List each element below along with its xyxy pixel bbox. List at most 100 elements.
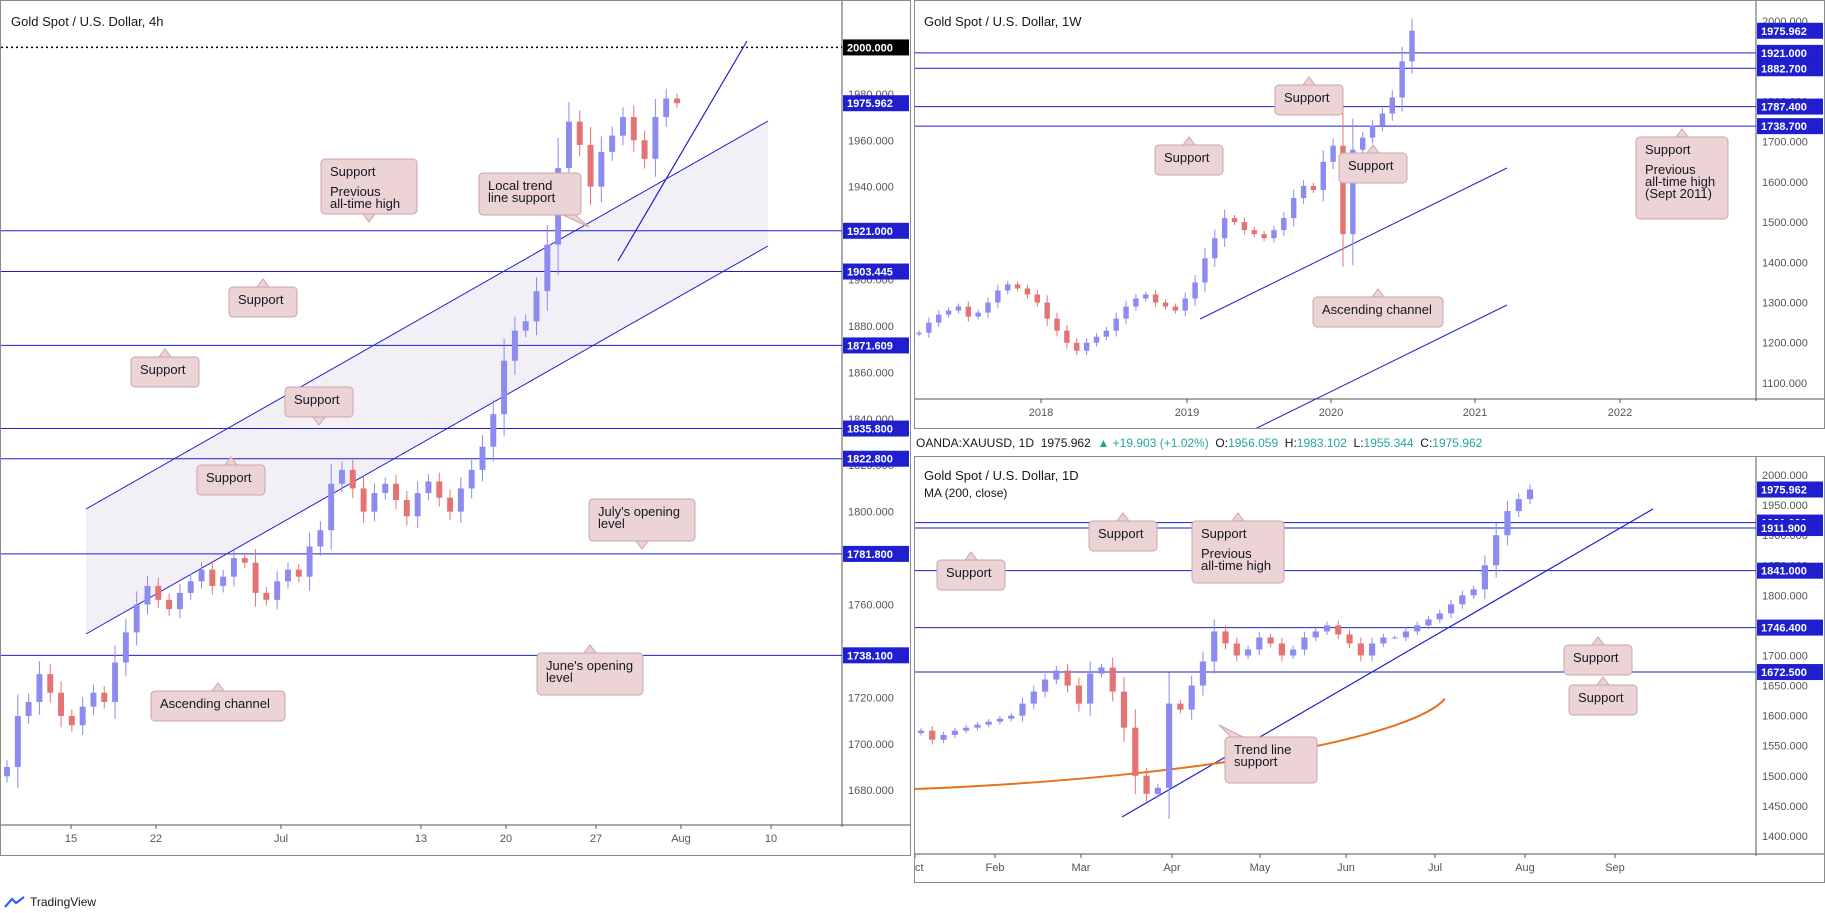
callout-annotation[interactable]: Support — [196, 456, 266, 496]
channel-upper-line — [1255, 304, 1508, 428]
callout-text: all-time high — [1201, 558, 1271, 573]
callout-text: Support — [1645, 142, 1691, 157]
candle-body — [166, 599, 173, 610]
x-tick-label: Oct — [915, 862, 924, 874]
callout-annotation[interactable]: Support — [284, 386, 354, 426]
tradingview-footer[interactable]: TradingView — [4, 895, 96, 909]
callout-text: Support — [238, 292, 284, 307]
y-tick-label: 1960.000 — [848, 135, 894, 147]
callout-pointer — [1371, 288, 1385, 298]
candle-body — [252, 562, 259, 593]
candle-body — [1221, 218, 1228, 239]
callout-annotation[interactable]: Support — [1563, 636, 1633, 676]
candle-body — [1470, 589, 1477, 596]
candle-body — [916, 332, 922, 335]
x-tick-label: Aug — [671, 833, 691, 845]
candle-body — [468, 469, 475, 489]
price-tag-label: 1911.900 — [1761, 523, 1806, 535]
price-tag-bg — [1757, 44, 1823, 61]
candle-body — [1231, 218, 1238, 223]
callout-pointer — [1591, 636, 1605, 646]
chart-panel-1d[interactable]: 1400.000 1450.000 1500.000 1550.000 1600.000… — [914, 456, 1825, 883]
callout-text: support — [1234, 754, 1278, 769]
x-tick-label: Jun — [1337, 862, 1355, 874]
callout-pointer — [1231, 512, 1245, 522]
callout-text: Ascending channel — [160, 696, 270, 711]
candle-body — [1399, 61, 1405, 98]
y-tick-label: 1500.000 — [1762, 771, 1808, 783]
price-tag-bg — [843, 95, 909, 112]
price-tag-bg — [1757, 619, 1823, 636]
y-tick-label: 1700.000 — [848, 739, 894, 751]
chart-panel-1w[interactable]: 1100.000 1200.000 1300.000 1400.000 1500.000… — [914, 0, 1825, 429]
x-tick-label: 2021 — [1463, 407, 1487, 419]
quote-bar: OANDA:XAUUSD, 1D 1975.962 ▲ +19.903 (+1.… — [916, 436, 1482, 450]
candle-body — [1312, 631, 1319, 638]
callout-annotation[interactable]: Support — [1274, 76, 1344, 116]
callout-annotation[interactable]: Support — [1088, 512, 1158, 552]
callout-annotation[interactable]: Support — [1338, 144, 1408, 184]
chart-4h-title: Gold Spot / U.S. Dollar, 4h — [11, 14, 164, 29]
candle-body — [1053, 670, 1060, 680]
callout-annotation[interactable]: Support — [228, 278, 298, 318]
price-tag-bg — [843, 450, 909, 467]
candle-body — [652, 117, 659, 159]
callout-annotation[interactable]: Ascending channel — [1312, 288, 1444, 328]
callout-pointer — [1116, 512, 1130, 522]
price-tag-bg — [1757, 22, 1823, 39]
chart-panel-4h[interactable]: 1680.0001700.0001720.0001740.0001760.000… — [0, 0, 911, 856]
candle-body — [1133, 298, 1139, 307]
candle-body — [1098, 667, 1105, 674]
candle-body — [955, 306, 962, 311]
candle-body — [1335, 625, 1342, 635]
candle-body — [533, 291, 540, 322]
callout-annotation[interactable]: Support — [130, 348, 200, 388]
candle-body — [122, 632, 129, 663]
callout-annotation[interactable]: Support — [1154, 136, 1224, 176]
callout-text: Trend line — [1234, 742, 1291, 757]
candle-body — [447, 497, 454, 512]
candle-body — [230, 558, 237, 577]
candle-body — [101, 692, 108, 702]
x-tick-label: 2019 — [1175, 407, 1199, 419]
chart-1w-svg[interactable]: 1100.000 1200.000 1300.000 1400.000 1500.000… — [915, 1, 1824, 428]
price-tag-bg — [1757, 118, 1823, 135]
callout-annotation[interactable]: Ascending channel — [150, 682, 286, 722]
candle-body — [1064, 330, 1070, 343]
candle-body — [1290, 649, 1297, 656]
channel-upper-line — [85, 120, 769, 510]
callout-text: (Sept 2011) — [1645, 186, 1712, 201]
candle-body — [47, 674, 54, 693]
price-tag-label: 1921.000 — [847, 226, 893, 238]
callout-pointer — [1596, 676, 1610, 686]
candle-body — [1323, 625, 1331, 632]
callout-text: line support — [488, 190, 556, 205]
callout-pointer — [256, 278, 270, 288]
chart-4h-svg[interactable]: 1680.0001700.0001720.0001740.0001760.000… — [1, 1, 910, 855]
candle-body — [1030, 691, 1037, 704]
chart-1d-svg[interactable]: 1400.000 1450.000 1500.000 1550.000 1600.000… — [915, 457, 1824, 882]
callout-pointer — [635, 540, 649, 550]
quote-change: ▲ +19.903 (+1.02%) — [1097, 436, 1209, 450]
callout-text: all-time high — [330, 196, 400, 211]
x-tick-label: Aug — [1515, 862, 1535, 874]
x-tick-label: Sep — [1605, 862, 1625, 874]
y-tick-label: 1600.000 — [1762, 177, 1808, 189]
candle-body — [1409, 30, 1415, 62]
callout-annotation[interactable]: Support — [1568, 676, 1638, 716]
candle-body — [996, 718, 1004, 722]
price-tag-label: 1738.100 — [847, 650, 893, 662]
candle-body — [1123, 306, 1129, 319]
candle-body — [403, 500, 410, 517]
callout-text: Support — [1201, 526, 1247, 541]
callout-annotation[interactable]: Support — [936, 551, 1006, 591]
callout-text: Support — [1284, 90, 1330, 105]
candle-body — [1300, 185, 1307, 198]
